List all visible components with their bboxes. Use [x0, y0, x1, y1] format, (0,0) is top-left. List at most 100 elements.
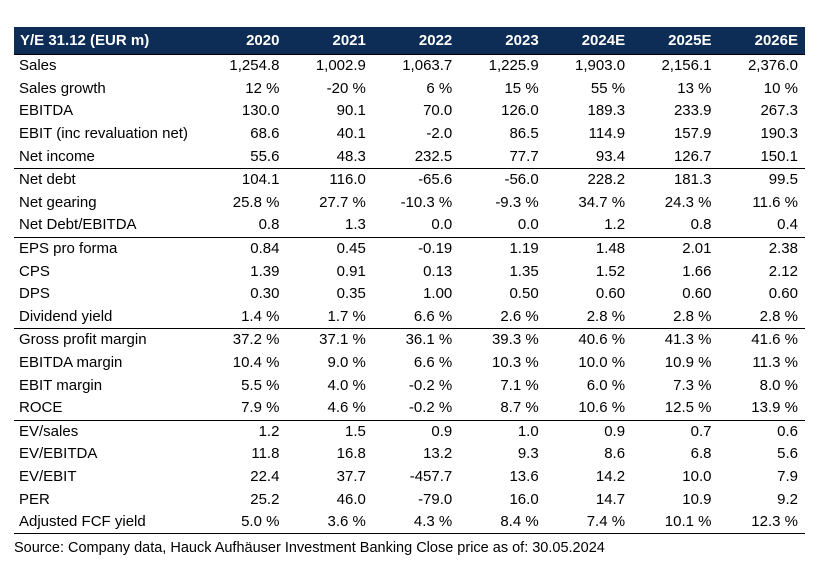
table-cell: 39.3 %	[459, 328, 546, 352]
table-cell: 24.3 %	[664, 193, 712, 211]
table-cell: 8.6	[604, 445, 626, 463]
table-cell: 7.9 %	[241, 399, 280, 417]
table-cell: 1,903.0	[545, 53, 633, 78]
table-cell: 6 %	[426, 79, 453, 97]
table-cell: 10.9	[682, 490, 712, 508]
table-cell: 22.4	[250, 467, 280, 485]
table-cell: 4.6 %	[327, 399, 366, 417]
table-cell: 1,002.9	[286, 53, 373, 78]
table-cell: 70.0	[423, 102, 453, 120]
table-cell: 1,063.7	[372, 53, 460, 78]
header-year: 2023	[459, 27, 546, 55]
table-cell: 233.9	[673, 102, 712, 120]
table-cell: 6.6 %	[413, 307, 453, 325]
header-year: 2024E	[545, 27, 633, 55]
table-cell: 0.8	[258, 216, 280, 234]
table-cell: 6.6 %	[413, 354, 453, 372]
financial-summary-table: Y/E 31.12 (EUR m) 2020 2021 2022 2023 2024E 20…	[14, 27, 805, 535]
table-row: CPS 1.39 0.91 0.13 1.35 1.52 1.66 2.12	[14, 260, 805, 283]
header-year: 2022	[372, 27, 460, 55]
table-cell: 15 %	[504, 79, 539, 97]
row-label: EBIT margin	[19, 376, 103, 394]
table-cell: 13.2	[423, 445, 453, 463]
table-cell: 0.50	[509, 285, 539, 303]
table-cell: 6.0 %	[586, 376, 626, 394]
table-cell: 1.39	[250, 262, 280, 280]
table-cell: 0.60	[682, 285, 712, 303]
table-cell: 0.35	[336, 285, 366, 303]
table-cell: 90.1	[336, 102, 366, 120]
table-cell: 2.01	[632, 236, 719, 261]
table-cell: -20 %	[326, 79, 366, 97]
table-cell: 93.4	[595, 147, 626, 165]
table-cell: 0.13	[423, 262, 453, 280]
table-cell: 10.1 %	[632, 510, 719, 535]
row-label: PER	[19, 490, 50, 508]
table-cell: 7.3 %	[673, 376, 712, 394]
table-cell: 0.8	[690, 216, 712, 234]
table-cell: 150.1	[760, 147, 798, 165]
table-cell: 0.30	[250, 285, 280, 303]
table-cell: 6.8	[690, 445, 712, 463]
table-cell: 0.9	[372, 419, 460, 444]
table-cell: 12.3 %	[718, 510, 805, 535]
table-cell: 0.45	[286, 236, 373, 261]
table-row: EBITDA 130.0 90.1 70.0 126.0 189.3 233.9 267.3	[14, 100, 805, 123]
table-row: Adjusted FCF yield 5.0 % 3.6 % 4.3 % 8.4 % 7.…	[14, 510, 805, 535]
table-cell: 9.2	[777, 490, 798, 508]
table-cell: 68.6	[250, 125, 280, 143]
header-year: 2026E	[718, 27, 805, 55]
table-cell: 10.9 %	[664, 354, 712, 372]
table-cell: 10.6 %	[578, 399, 626, 417]
header-year: 2021	[286, 27, 373, 55]
table-cell: 190.3	[760, 125, 798, 143]
table-row: EPS pro forma 0.84 0.45 -0.19 1.19 1.48 2.01 2.…	[14, 236, 805, 261]
table-row: Net gearing 25.8 % 27.7 % -10.3 % -9.3 % 34.7…	[14, 192, 805, 215]
table-cell: 40.1	[336, 125, 366, 143]
table-cell: 13.9 %	[751, 399, 798, 417]
table-cell: 1.19	[459, 236, 546, 261]
source-note: Source: Company data, Hauck Aufhäuser In…	[14, 540, 605, 556]
table-cell: 41.3 %	[632, 328, 719, 352]
table-row: Sales 1,254.8 1,002.9 1,063.7 1,225.9 1,903.0…	[14, 53, 805, 78]
table-cell: 1.66	[682, 262, 712, 280]
table-cell: 0.9	[545, 419, 633, 444]
table-cell: 46.0	[336, 490, 366, 508]
table-row: EBITDA margin 10.4 % 9.0 % 6.6 % 10.3 % 10.0 …	[14, 352, 805, 375]
row-label: Net gearing	[19, 193, 97, 211]
row-label: Net Debt/EBITDA	[19, 216, 137, 234]
table-cell: 10.3 %	[491, 354, 539, 372]
table-row: EBIT (inc revaluation net) 68.6 40.1 -2.0 86…	[14, 123, 805, 146]
row-label: ROCE	[19, 399, 63, 417]
table-cell: 48.3	[336, 147, 366, 165]
table-cell: 99.5	[718, 167, 805, 192]
table-cell: 7.4 %	[545, 510, 633, 535]
table-cell: 10.0 %	[578, 354, 626, 372]
table-cell: 2.6 %	[500, 307, 539, 325]
table-cell: 7.1 %	[500, 376, 539, 394]
table-cell: 77.7	[509, 147, 539, 165]
table-cell: -10.3 %	[400, 193, 453, 211]
table-cell: -0.2 %	[408, 376, 453, 394]
table-cell: 1.00	[423, 285, 453, 303]
table-cell: 2.8 %	[673, 307, 712, 325]
table-cell: 36.1 %	[372, 328, 460, 352]
table-cell: 16.8	[336, 445, 366, 463]
row-label: Gross profit margin	[14, 328, 201, 352]
table-cell: 0.84	[200, 236, 287, 261]
header-year: 2020	[200, 27, 287, 55]
table-cell: 0.6	[718, 419, 805, 444]
header-year: 2025E	[632, 27, 719, 55]
table-cell: 0.4	[777, 216, 798, 234]
table-cell: 228.2	[545, 167, 633, 192]
table-cell: -9.3 %	[495, 193, 539, 211]
table-cell: 2,156.1	[632, 53, 719, 78]
table-cell: 2,376.0	[718, 53, 805, 78]
table-cell: 10.4 %	[232, 354, 280, 372]
table-cell: 1.35	[509, 262, 539, 280]
table-cell: 1.5	[286, 419, 373, 444]
table-cell: 8.0 %	[759, 376, 798, 394]
table-row: Net Debt/EBITDA 0.8 1.3 0.0 0.0 1.2 0.8 0.4	[14, 214, 805, 237]
row-label: CPS	[19, 262, 50, 280]
table-cell: 126.0	[501, 102, 539, 120]
